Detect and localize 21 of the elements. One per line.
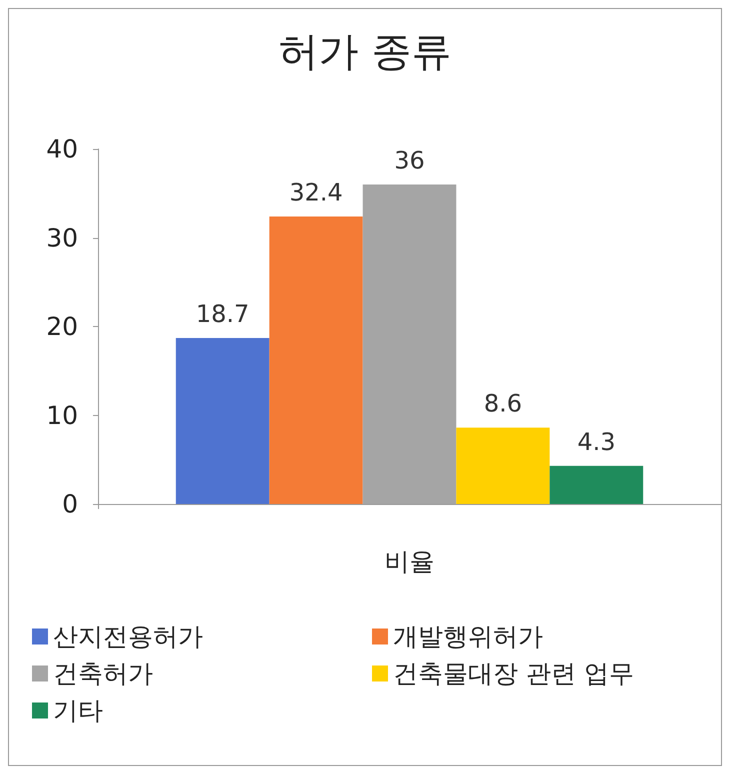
bar <box>269 216 363 504</box>
data-label: 32.4 <box>289 178 343 206</box>
bar <box>550 466 644 504</box>
data-label: 36 <box>394 146 425 174</box>
x-tick-label: 비율 <box>384 547 434 576</box>
y-tick-label: 40 <box>46 134 78 164</box>
legend-label: 기타 <box>53 696 103 725</box>
legend-label: 산지전용허가 <box>53 622 203 651</box>
legend-label: 건축허가 <box>53 659 153 688</box>
y-tick-label: 20 <box>46 312 78 341</box>
data-label: 8.6 <box>484 390 522 418</box>
y-tick-label: 0 <box>62 490 78 518</box>
bar <box>176 338 270 504</box>
y-tick-label: 30 <box>46 223 78 252</box>
bar <box>456 428 550 504</box>
chart-title: 허가 종류 <box>278 29 452 75</box>
data-label: 18.7 <box>196 300 250 328</box>
data-label: 4.3 <box>577 428 616 456</box>
y-tick-label: 10 <box>46 400 78 430</box>
legend-label: 개발행위허가 <box>393 622 543 651</box>
legend-label: 건축물대장 관련 업무 <box>393 659 634 688</box>
